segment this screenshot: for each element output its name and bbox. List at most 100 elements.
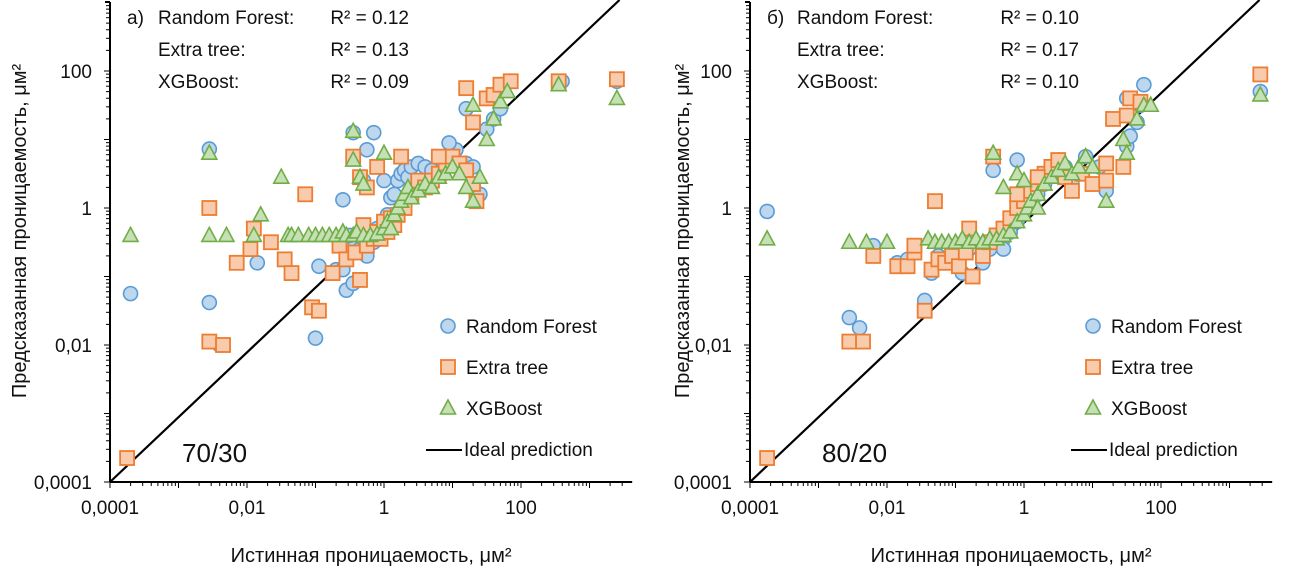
y-tick-label: 0,0001 bbox=[674, 473, 732, 494]
data-point-triangle bbox=[1069, 157, 1088, 174]
legend-marker-circle bbox=[1085, 318, 1101, 334]
data-point-triangle bbox=[344, 121, 363, 139]
r2-value: R² = 0.10 bbox=[1000, 8, 1079, 29]
data-point-triangle bbox=[491, 92, 510, 109]
data-point-square bbox=[609, 71, 625, 88]
data-point-square bbox=[263, 234, 279, 251]
data-point-square bbox=[369, 158, 386, 175]
legend-label: Extra tree bbox=[466, 358, 548, 379]
data-point-triangle bbox=[484, 109, 503, 126]
legend-label: Random Forest bbox=[1111, 317, 1243, 338]
r2-value: R² = 0.09 bbox=[330, 72, 409, 93]
legend-item: Random Forest bbox=[1085, 317, 1243, 338]
data-point-square bbox=[1064, 182, 1080, 199]
data-point-triangle bbox=[450, 164, 469, 181]
x-tick-label: 0,0001 bbox=[721, 498, 779, 519]
data-point-circle bbox=[122, 285, 139, 302]
y-tick-label: 0,01 bbox=[695, 336, 732, 357]
data-point-circle bbox=[359, 141, 375, 158]
legend-label: Extra tree bbox=[1111, 358, 1193, 379]
data-point-square bbox=[276, 251, 293, 268]
data-point-triangle bbox=[1076, 146, 1095, 164]
panel-label: б) bbox=[767, 8, 784, 29]
data-point-circle bbox=[841, 309, 858, 326]
data-point-square bbox=[201, 333, 218, 350]
chart-panel-b: 0,0001 0,01 1 100 0,0001 0,01 1 100 Истинная про… bbox=[672, 0, 1273, 567]
legend-item: Extra tree bbox=[440, 358, 548, 379]
data-point-triangle bbox=[878, 232, 896, 250]
data-point-square bbox=[975, 248, 991, 264]
legend-marker-circle bbox=[440, 318, 456, 334]
data-point-triangle bbox=[251, 205, 270, 222]
data-point-triangle bbox=[984, 143, 1003, 160]
chart-panel-a: 0,0001 0,01 1 100 0,0001 0,01 1 100 Истинная про… bbox=[9, 0, 633, 567]
data-point-circle bbox=[759, 203, 775, 220]
legend-item: Random Forest bbox=[440, 317, 598, 338]
data-point-triangle bbox=[1083, 157, 1102, 174]
data-point-triangle bbox=[464, 95, 482, 113]
data-point-circle bbox=[985, 162, 1001, 179]
r2-value: R² = 0.17 bbox=[1000, 40, 1079, 61]
x-tick-label: 1 bbox=[1019, 498, 1030, 519]
data-point-circle bbox=[249, 254, 266, 271]
r2-model-label: XGBoost: bbox=[797, 72, 878, 93]
data-point-triangle bbox=[457, 177, 476, 195]
data-point-square bbox=[964, 268, 981, 285]
data-point-triangle bbox=[217, 225, 236, 243]
data-point-circle bbox=[1136, 76, 1152, 93]
data-point-square bbox=[951, 258, 967, 275]
data-point-triangle bbox=[245, 225, 263, 243]
data-point-square bbox=[927, 193, 943, 210]
data-point-square bbox=[430, 148, 447, 165]
data-point-triangle bbox=[471, 167, 489, 184]
data-point-square bbox=[393, 148, 410, 165]
x-tick-label: 0,0001 bbox=[81, 498, 139, 519]
data-point-square bbox=[1084, 176, 1101, 192]
data-point-triangle bbox=[758, 229, 776, 246]
data-point-triangle bbox=[1015, 170, 1033, 188]
legend-item: Ideal prediction bbox=[1071, 440, 1238, 461]
series-xgboost bbox=[121, 75, 626, 243]
r2-model-label: Extra tree: bbox=[158, 40, 246, 61]
data-point-triangle bbox=[1028, 198, 1047, 215]
data-point-square bbox=[1115, 158, 1132, 175]
data-point-square bbox=[119, 450, 136, 466]
r2-value: R² = 0.10 bbox=[1000, 72, 1079, 93]
data-point-triangle bbox=[1008, 164, 1026, 181]
legend: Random Forest Extra tree XGBoost Ideal pred… bbox=[426, 317, 598, 461]
data-point-square bbox=[242, 241, 259, 258]
panel-label: а) bbox=[127, 8, 144, 29]
r2-model-label: Extra tree: bbox=[797, 40, 885, 61]
x-tick-label: 100 bbox=[1145, 498, 1177, 519]
y-tick-label: 100 bbox=[60, 62, 92, 83]
data-point-triangle bbox=[1141, 95, 1160, 113]
y-tick-label: 1 bbox=[721, 199, 732, 220]
data-point-triangle bbox=[1114, 129, 1133, 147]
data-point-circle bbox=[307, 330, 324, 346]
data-point-square bbox=[906, 237, 923, 254]
data-point-circle bbox=[365, 124, 382, 141]
x-tick-label: 0,01 bbox=[869, 498, 906, 519]
x-axis-title: Истинная проницаемость, μм² bbox=[231, 545, 512, 567]
data-point-circle bbox=[376, 172, 392, 189]
data-point-square bbox=[1252, 66, 1269, 83]
data-point-triangle bbox=[121, 225, 140, 243]
data-point-triangle bbox=[443, 157, 462, 174]
y-tick-label: 0,0001 bbox=[34, 473, 92, 494]
y-axis-title: Предсказанная проницаемость, μм² bbox=[672, 63, 694, 398]
data-point-triangle bbox=[272, 167, 291, 184]
legend-item: XGBoost bbox=[439, 398, 543, 420]
data-point-triangle bbox=[608, 88, 626, 106]
data-point-triangle bbox=[464, 191, 482, 208]
data-point-triangle bbox=[1128, 109, 1146, 126]
y-tick-label: 0,01 bbox=[55, 336, 92, 357]
data-point-circle bbox=[335, 191, 351, 208]
data-point-triangle bbox=[498, 81, 517, 99]
data-point-triangle bbox=[1117, 143, 1136, 160]
data-point-square bbox=[1105, 111, 1121, 127]
legend: Random Forest Extra tree XGBoost Ideal pred… bbox=[1071, 317, 1243, 461]
data-point-square bbox=[865, 248, 882, 264]
data-point-square bbox=[916, 302, 933, 319]
r2-model-label: XGBoost: bbox=[158, 72, 239, 93]
data-point-square bbox=[228, 254, 245, 271]
